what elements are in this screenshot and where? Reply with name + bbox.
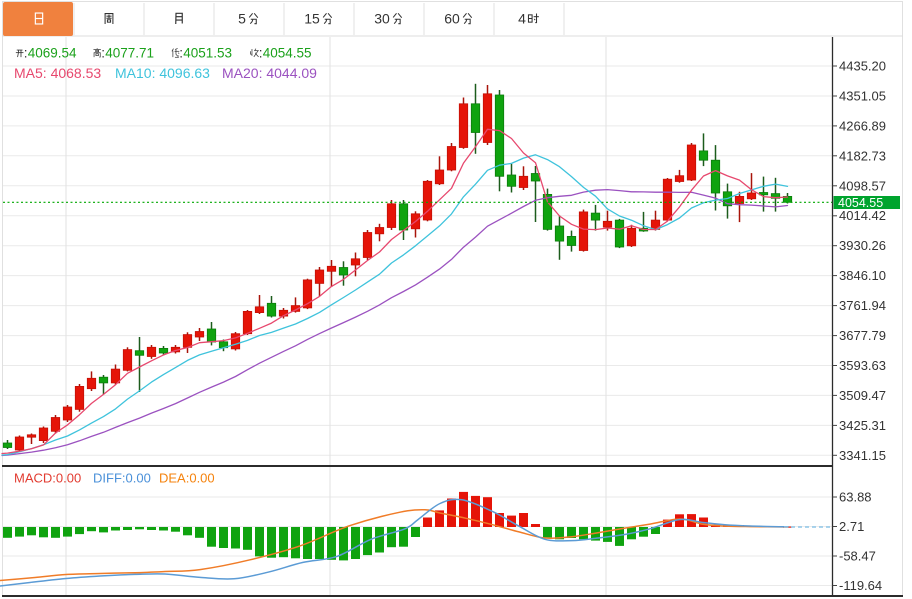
svg-text:MACD:0.00: MACD:0.00 <box>14 471 81 486</box>
svg-text:3341.15: 3341.15 <box>839 448 886 463</box>
svg-text:4: 4 <box>518 11 526 27</box>
svg-text:30: 30 <box>374 11 390 27</box>
svg-text:5: 5 <box>238 11 246 27</box>
svg-text:3930.26: 3930.26 <box>839 238 886 253</box>
svg-text:-58.47: -58.47 <box>839 549 876 564</box>
svg-text:4351.05: 4351.05 <box>839 89 886 104</box>
svg-text:60: 60 <box>444 11 460 27</box>
svg-text:4014.42: 4014.42 <box>839 208 886 223</box>
svg-text:2.71: 2.71 <box>839 519 864 534</box>
svg-text:3425.31: 3425.31 <box>839 418 886 433</box>
svg-text:15: 15 <box>304 11 320 27</box>
svg-text:3677.79: 3677.79 <box>839 328 886 343</box>
svg-text:4054.55: 4054.55 <box>838 196 883 210</box>
svg-text:3761.94: 3761.94 <box>839 298 886 313</box>
svg-text:3509.47: 3509.47 <box>839 388 886 403</box>
svg-text::: : <box>179 46 183 61</box>
svg-text:4051.53: 4051.53 <box>183 46 232 61</box>
svg-text:3593.63: 3593.63 <box>839 358 886 373</box>
svg-text:4098.57: 4098.57 <box>839 178 886 193</box>
svg-text::: : <box>101 46 105 61</box>
svg-text::: : <box>24 46 28 61</box>
svg-text:4069.54: 4069.54 <box>28 46 77 61</box>
svg-text:MA5: 4068.53: MA5: 4068.53 <box>14 65 101 81</box>
svg-text:DEA:0.00: DEA:0.00 <box>159 471 215 486</box>
svg-text:4077.71: 4077.71 <box>105 46 154 61</box>
svg-text:4054.55: 4054.55 <box>263 46 312 61</box>
svg-text:MA20: 4044.09: MA20: 4044.09 <box>222 65 317 81</box>
svg-text:MA10: 4096.63: MA10: 4096.63 <box>115 65 210 81</box>
svg-text:DIFF:0.00: DIFF:0.00 <box>93 471 151 486</box>
svg-text::: : <box>259 46 263 61</box>
svg-text:3846.10: 3846.10 <box>839 268 886 283</box>
svg-text:4435.20: 4435.20 <box>839 59 886 74</box>
svg-text:4182.73: 4182.73 <box>839 148 886 163</box>
svg-text:63.88: 63.88 <box>839 490 872 505</box>
svg-text:4266.89: 4266.89 <box>839 118 886 133</box>
svg-text:-119.64: -119.64 <box>839 578 882 593</box>
